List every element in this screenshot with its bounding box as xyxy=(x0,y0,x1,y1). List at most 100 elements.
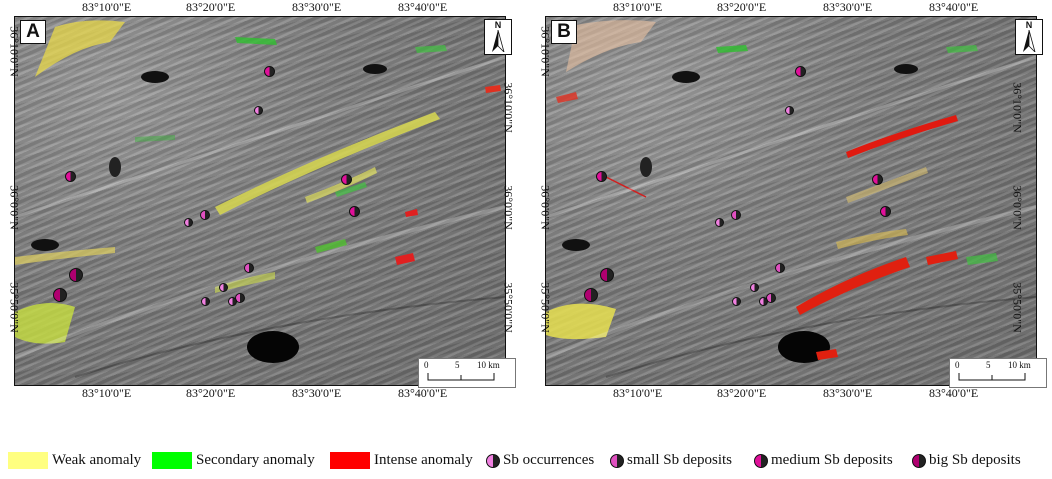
legend-weak-anomaly: Weak anomaly xyxy=(8,452,141,469)
legend-medium-sb-deposits: medium Sb deposits xyxy=(754,452,893,469)
big-sb-deposit-icon xyxy=(912,453,926,468)
sb-occurrence xyxy=(201,297,210,306)
small-sb-deposit xyxy=(775,263,785,273)
scale-label-5: 5 xyxy=(986,360,991,370)
sb-occurrence xyxy=(254,106,263,115)
sb-occurrence xyxy=(715,218,724,227)
medium-sb-deposit xyxy=(596,171,607,182)
scale-bar-a: 0 5 10 km xyxy=(418,358,516,388)
small-sb-deposit xyxy=(244,263,254,273)
sb-occurrence xyxy=(219,283,228,292)
right-tick-1: 36°10'0"N xyxy=(501,82,516,133)
sb-occurrence xyxy=(732,297,741,306)
left-tick-3: 35°50'0"N xyxy=(7,282,22,333)
small-sb-deposit xyxy=(731,210,741,220)
anomaly-layer-b xyxy=(546,20,1036,378)
top-tick-3: 83°30'0"E xyxy=(823,0,873,14)
left-tick-1: 36°10'0"N xyxy=(7,26,22,77)
legend-small-sb-deposits: small Sb deposits xyxy=(610,452,732,469)
right-tick-3: 35°50'0"N xyxy=(501,282,516,333)
legend-sb-occurrences: Sb occurrences xyxy=(486,452,594,469)
map-frame-a xyxy=(14,16,506,386)
medium-sb-deposit-icon xyxy=(754,453,768,468)
weak-anomaly-swatch xyxy=(8,452,48,469)
scale-label-0: 0 xyxy=(955,360,960,370)
scale-label-10: 10 km xyxy=(477,360,500,370)
left-tick-2: 36°0'0"N xyxy=(7,185,22,230)
panel-letter-a: A xyxy=(20,20,46,44)
legend-intense-anomaly: Intense anomaly xyxy=(330,452,473,469)
bottom-tick-4: 83°40'0"E xyxy=(929,386,979,400)
sb-occurrence xyxy=(750,283,759,292)
map-panel-b: 83°10'0"E 83°20'0"E 83°30'0"E 83°40'0"E xyxy=(531,0,1051,400)
map-panel-a: 83°10'0"E 83°20'0"E 83°30'0"E 83°40'0"E xyxy=(0,0,520,400)
big-sb-deposit xyxy=(69,268,83,282)
legend-secondary-anomaly: Secondary anomaly xyxy=(152,452,315,469)
north-label: N xyxy=(494,20,502,30)
north-arrow-b: N xyxy=(1015,19,1043,55)
north-arrow-icon xyxy=(492,30,505,52)
big-sb-deposit xyxy=(53,288,67,302)
scale-bar-icon xyxy=(958,373,1026,381)
legend-label: big Sb deposits xyxy=(929,452,1021,468)
scale-bar-b: 0 5 10 km xyxy=(949,358,1047,388)
sb-occurrence xyxy=(785,106,794,115)
north-arrow-icon xyxy=(1023,30,1036,52)
north-arrow-a: N xyxy=(484,19,512,55)
sb-occurrence xyxy=(228,297,237,306)
panel-letter-b: B xyxy=(551,20,577,44)
legend-label: Intense anomaly xyxy=(374,452,473,468)
scale-label-5: 5 xyxy=(455,360,460,370)
bottom-tick-1: 83°10'0"E xyxy=(613,386,663,400)
medium-sb-deposit xyxy=(341,174,352,185)
right-tick-3: 35°50'0"N xyxy=(1010,282,1025,333)
legend-label: small Sb deposits xyxy=(627,452,733,468)
legend-label: Secondary anomaly xyxy=(196,452,315,468)
bottom-tick-3: 83°30'0"E xyxy=(823,386,873,400)
top-tick-3: 83°30'0"E xyxy=(292,0,342,14)
right-tick-1: 36°10'0"N xyxy=(1010,82,1025,133)
top-tick-4: 83°40'0"E xyxy=(929,0,979,14)
anomaly-layer-a xyxy=(15,20,505,378)
top-tick-2: 83°20'0"E xyxy=(717,0,767,14)
scale-bar-icon xyxy=(427,373,495,381)
bottom-tick-1: 83°10'0"E xyxy=(82,386,132,400)
top-tick-1: 83°10'0"E xyxy=(613,0,663,14)
bottom-tick-4: 83°40'0"E xyxy=(398,386,448,400)
small-sb-deposit xyxy=(200,210,210,220)
sb-occurrence xyxy=(759,297,768,306)
sb-occurrence xyxy=(184,218,193,227)
left-tick-1: 36°10'0"N xyxy=(538,26,553,77)
sb-occurrence-icon xyxy=(486,453,500,468)
top-tick-4: 83°40'0"E xyxy=(398,0,448,14)
legend-label: Sb occurrences xyxy=(503,452,595,468)
medium-sb-deposit xyxy=(349,206,360,217)
map-frame-b xyxy=(545,16,1037,386)
medium-sb-deposit xyxy=(65,171,76,182)
scale-label-0: 0 xyxy=(424,360,429,370)
big-sb-deposit xyxy=(600,268,614,282)
right-tick-2: 36°0'0"N xyxy=(1010,185,1025,230)
big-sb-deposit xyxy=(584,288,598,302)
scale-label-10: 10 km xyxy=(1008,360,1031,370)
top-tick-2: 83°20'0"E xyxy=(186,0,236,14)
legend-label: medium Sb deposits xyxy=(771,452,893,468)
medium-sb-deposit xyxy=(264,66,275,77)
bottom-tick-2: 83°20'0"E xyxy=(186,386,236,400)
top-tick-1: 83°10'0"E xyxy=(82,0,132,14)
map-legend: Weak anomaly Secondary anomaly Intense a… xyxy=(0,452,1052,476)
medium-sb-deposit xyxy=(795,66,806,77)
intense-anomaly-swatch xyxy=(330,452,370,469)
small-sb-deposit-icon xyxy=(610,453,624,468)
north-label: N xyxy=(1025,20,1033,30)
secondary-anomaly-swatch xyxy=(152,452,192,469)
bottom-tick-3: 83°30'0"E xyxy=(292,386,342,400)
right-tick-2: 36°0'0"N xyxy=(501,185,516,230)
medium-sb-deposit xyxy=(880,206,891,217)
bottom-tick-2: 83°20'0"E xyxy=(717,386,767,400)
legend-label: Weak anomaly xyxy=(52,452,142,468)
left-tick-3: 35°50'0"N xyxy=(538,282,553,333)
legend-big-sb-deposits: big Sb deposits xyxy=(912,452,1021,469)
medium-sb-deposit xyxy=(872,174,883,185)
left-tick-2: 36°0'0"N xyxy=(538,185,553,230)
